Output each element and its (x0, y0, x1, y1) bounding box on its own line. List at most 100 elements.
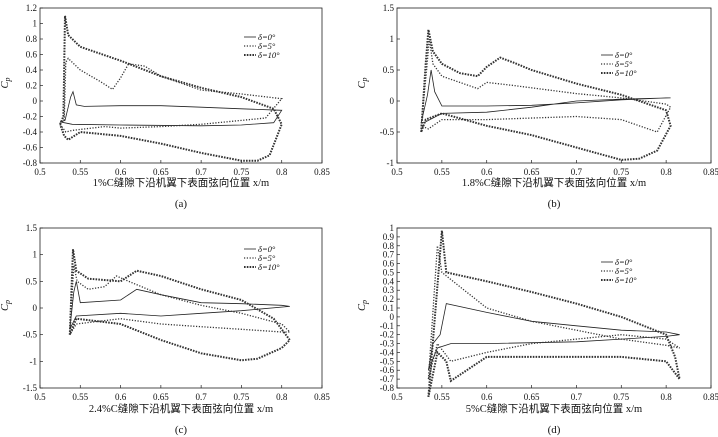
series-line (69, 265, 292, 336)
y-tick-label: 0.2 (383, 294, 394, 304)
y-tick-label: 1 (33, 250, 38, 260)
x-tick-label: 0.8 (661, 167, 673, 177)
y-tick-label: -1 (30, 356, 38, 366)
x-tick-label: 0.65 (153, 392, 169, 402)
x-tick-label: 0.75 (613, 392, 629, 402)
y-tick-label: 0 (33, 303, 38, 313)
legend-label: δ=5° (615, 266, 633, 276)
x-tick-label: 0.7 (196, 392, 208, 402)
legend-label: δ=0° (615, 50, 633, 60)
legend-label: δ=10° (615, 68, 637, 78)
y-tick-label: 1.5 (383, 3, 395, 13)
x-tick-label: 0.8 (276, 167, 288, 177)
x-tick-label: 0.55 (434, 392, 450, 402)
y-tick-label: -0.5 (380, 127, 395, 137)
y-axis-label: Cp (357, 77, 369, 88)
y-tick-label: -0.6 (380, 365, 395, 375)
x-tick-label: 0.85 (703, 167, 718, 177)
y-tick-label: 0.5 (383, 267, 395, 277)
y-tick-label: 0.9 (383, 232, 395, 242)
x-tick-label: 0.85 (314, 392, 330, 402)
legend-label: δ=5° (615, 59, 633, 69)
y-tick-label: 0.4 (383, 276, 395, 286)
y-tick-label: 0.8 (383, 241, 395, 251)
series-line (69, 281, 290, 330)
y-tick-label: 0.7 (383, 250, 395, 260)
y-tick-label: -0.5 (380, 356, 395, 366)
x-tick-label: 0.6 (481, 167, 493, 177)
x-tick-label: 0.8 (661, 392, 673, 402)
y-tick-label: 0.3 (383, 285, 395, 295)
series-line (420, 38, 672, 133)
panel-caption: (b) (548, 198, 561, 210)
x-tick-label: 0.85 (314, 167, 330, 177)
legend-label: δ=0° (258, 244, 276, 254)
y-tick-label: -0.2 (23, 112, 37, 122)
legend-label: δ=0° (615, 257, 633, 267)
y-tick-label: 0.6 (383, 259, 395, 269)
y-tick-label: -0.1 (380, 321, 394, 331)
x-tick-label: 0.65 (524, 392, 540, 402)
x-tick-label: 0.75 (234, 392, 250, 402)
series-line (427, 245, 680, 380)
plot-frame (39, 7, 323, 164)
y-tick-label: -0.3 (380, 339, 395, 349)
x-tick-label: 0.7 (571, 392, 583, 402)
x-tick-label: 0.75 (613, 167, 629, 177)
x-tick-label: 0.5 (391, 392, 403, 402)
y-tick-label: -0.7 (380, 374, 395, 384)
panel-caption: (c) (175, 424, 188, 436)
series-line (428, 303, 680, 371)
x-tick-label: 0.5 (34, 167, 46, 177)
x-tick-label: 0.6 (115, 167, 127, 177)
x-tick-label: 0.7 (571, 167, 583, 177)
legend-label: δ=10° (258, 50, 280, 60)
y-tick-label: 0.2 (26, 81, 37, 91)
x-tick-label: 0.65 (153, 167, 169, 177)
chart-panel: 0.5 0.55 0.6 0.65 0.7 0.75 0.8 0.85 -1.5 -1 -0.5 0 0… (0, 223, 330, 436)
y-tick-label: 1 (33, 19, 38, 29)
y-tick-label: 0.5 (26, 276, 38, 286)
y-tick-label: 0 (390, 312, 395, 322)
y-tick-label: -0.8 (380, 383, 395, 393)
y-tick-label: 1 (390, 223, 395, 233)
x-axis-label: 1.8%C缝隙下沿机翼下表面弦向位置 x/m (462, 176, 646, 189)
y-tick-label: -0.8 (23, 158, 38, 168)
x-tick-label: 0.75 (234, 167, 250, 177)
y-axis-label: Cp (0, 300, 12, 311)
x-axis-label: 5%C缝隙下沿机翼下表面弦向位置 x/m (466, 402, 642, 415)
x-tick-label: 0.5 (34, 392, 46, 402)
series-line (59, 90, 283, 127)
y-tick-label: 1 (390, 34, 395, 44)
x-tick-label: 0.5 (391, 167, 403, 177)
legend-label: δ=0° (258, 32, 276, 42)
x-axis-label: 1%C缝隙下沿机翼下表面弦向位置 x/m (93, 176, 269, 189)
chart-panel: 0.5 0.55 0.6 0.65 0.7 0.75 0.8 0.85 -0.8-0.7-0.6… (357, 223, 718, 436)
chart-panel: 0.5 0.55 0.6 0.65 0.7 0.75 0.8 0.85 -0.8 -0.6 -0.4… (0, 3, 330, 210)
y-tick-label: -0.4 (23, 127, 38, 137)
y-axis-label: Cp (0, 77, 12, 88)
x-tick-label: 0.7 (196, 167, 208, 177)
y-tick-label: -1 (387, 158, 395, 168)
y-tick-label: -0.6 (23, 143, 38, 153)
series-line (420, 29, 672, 161)
x-tick-label: 0.8 (276, 392, 288, 402)
plot-frame (396, 7, 712, 164)
legend-label: δ=10° (258, 262, 280, 272)
y-tick-label: 0.1 (383, 303, 394, 313)
legend-label: δ=5° (258, 41, 276, 51)
legend-label: δ=5° (258, 253, 276, 263)
x-tick-label: 0.55 (434, 167, 450, 177)
x-tick-label: 0.65 (524, 167, 540, 177)
chart-panel: 0.5 0.55 0.6 0.65 0.7 0.75 0.8 0.85 -1 -0.5 0 0.5 1 1… (357, 3, 718, 210)
y-tick-label: -0.2 (380, 330, 394, 340)
x-axis-label: 2.4%C缝隙下沿机翼下表面弦向位置 x/m (89, 402, 273, 415)
y-tick-label: 0.8 (26, 34, 38, 44)
x-tick-label: 0.55 (72, 167, 88, 177)
y-tick-label: 1.2 (26, 3, 37, 13)
plot-frame (39, 227, 323, 389)
y-tick-label: -0.4 (380, 347, 395, 357)
panel-caption: (d) (548, 424, 561, 436)
y-axis-label: Cp (357, 300, 369, 311)
